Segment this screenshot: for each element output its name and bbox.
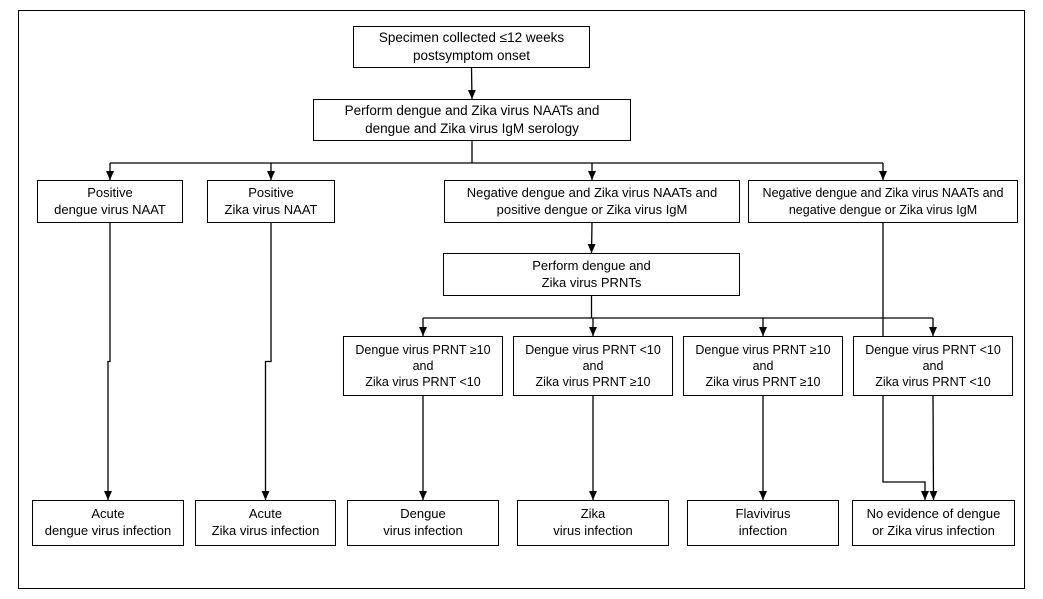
flow-node: Negative dengue and Zika virus NAATs and… xyxy=(444,180,740,223)
flow-node-label: Perform dengue andZika virus PRNTs xyxy=(532,258,651,292)
flow-node-label: Negative dengue and Zika virus NAATs and… xyxy=(763,185,1004,218)
flow-node-label: Dengue virus PRNT ≥10andZika virus PRNT … xyxy=(355,342,490,391)
flow-node: Specimen collected ≤12 weekspostsymptom … xyxy=(353,26,590,68)
flow-node: No evidence of dengueor Zika virus infec… xyxy=(852,500,1015,546)
flow-node-label: Dengue virus PRNT <10andZika virus PRNT … xyxy=(525,342,661,391)
flow-node-label: Denguevirus infection xyxy=(383,506,462,540)
flow-node: AcuteZika virus infection xyxy=(195,500,336,546)
flow-node-label: No evidence of dengueor Zika virus infec… xyxy=(867,506,1001,540)
flow-node: Dengue virus PRNT <10andZika virus PRNT … xyxy=(513,336,673,396)
flow-node: Flavivirusinfection xyxy=(687,500,839,546)
flow-node: Perform dengue andZika virus PRNTs xyxy=(443,253,740,296)
flow-node-label: Negative dengue and Zika virus NAATs and… xyxy=(467,185,718,219)
flow-node-label: Positivedengue virus NAAT xyxy=(54,185,166,219)
flow-node-label: Flavivirusinfection xyxy=(736,506,791,540)
flow-node-label: Acutedengue virus infection xyxy=(45,506,171,540)
flow-node: Denguevirus infection xyxy=(347,500,499,546)
flow-node: Zikavirus infection xyxy=(517,500,669,546)
flow-node-label: AcuteZika virus infection xyxy=(212,506,320,540)
flow-node: Positivedengue virus NAAT xyxy=(37,180,183,223)
flow-node-label: Perform dengue and Zika virus NAATs andd… xyxy=(345,102,600,137)
flow-node-label: Dengue virus PRNT <10andZika virus PRNT … xyxy=(865,342,1001,391)
flow-node-label: PositiveZika virus NAAT xyxy=(225,185,318,219)
flow-node: Dengue virus PRNT ≥10andZika virus PRNT … xyxy=(683,336,843,396)
flow-node: Perform dengue and Zika virus NAATs andd… xyxy=(313,99,631,141)
flow-node-label: Zikavirus infection xyxy=(553,506,632,540)
flow-node-label: Specimen collected ≤12 weekspostsymptom … xyxy=(379,29,564,64)
flowchart-canvas: Specimen collected ≤12 weekspostsymptom … xyxy=(0,0,1043,599)
flow-node: Dengue virus PRNT <10andZika virus PRNT … xyxy=(853,336,1013,396)
flow-node: Negative dengue and Zika virus NAATs and… xyxy=(748,180,1018,223)
flow-node: PositiveZika virus NAAT xyxy=(207,180,335,223)
flow-node-label: Dengue virus PRNT ≥10andZika virus PRNT … xyxy=(695,342,830,391)
flow-node: Dengue virus PRNT ≥10andZika virus PRNT … xyxy=(343,336,503,396)
flow-node: Acutedengue virus infection xyxy=(32,500,184,546)
